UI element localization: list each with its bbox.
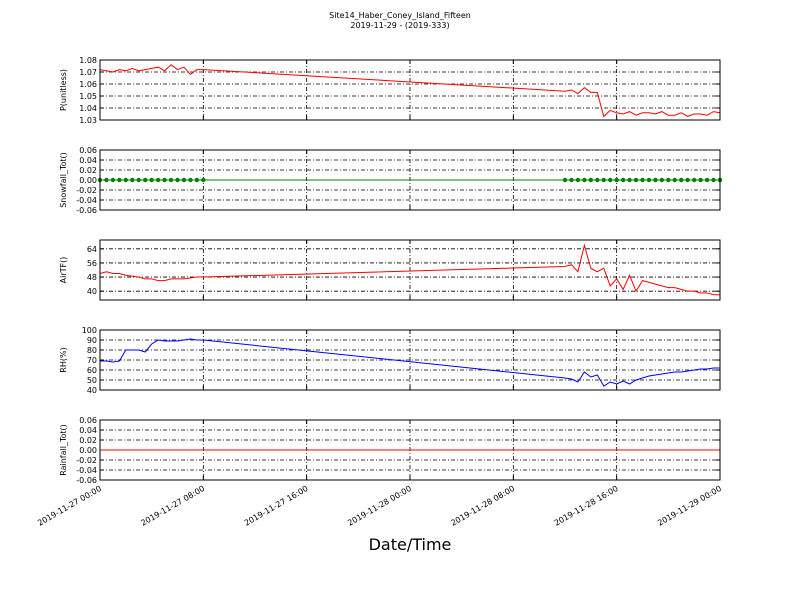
data-point bbox=[691, 177, 697, 183]
x-tick-label: 2019-11-27 08:00 bbox=[139, 484, 206, 528]
data-point bbox=[679, 177, 684, 183]
y-tick-label: 1.08 bbox=[79, 56, 97, 65]
y-tick-label: 80 bbox=[87, 346, 97, 355]
y-tick-label: 90 bbox=[87, 336, 97, 345]
y-tick-label: 1.04 bbox=[79, 104, 97, 113]
y-tick-label: 1.06 bbox=[79, 80, 97, 89]
y-tick-label: 0.00 bbox=[79, 176, 97, 185]
data-point bbox=[633, 177, 639, 183]
data-point bbox=[640, 177, 645, 183]
x-tick-label: 2019-11-27 00:00 bbox=[36, 484, 103, 528]
data-point bbox=[104, 177, 109, 183]
data-point bbox=[659, 177, 665, 183]
data-point bbox=[201, 177, 206, 183]
data-line bbox=[100, 338, 720, 387]
data-point bbox=[162, 177, 167, 183]
y-tick-label: 0.06 bbox=[79, 416, 97, 425]
data-point bbox=[110, 177, 116, 183]
plot-frame bbox=[99, 419, 721, 481]
y-tick-label: 0.02 bbox=[79, 436, 97, 445]
data-point bbox=[685, 177, 690, 183]
y-tick-label: 64 bbox=[87, 245, 97, 254]
y-tick-label: 70 bbox=[87, 356, 97, 365]
data-line bbox=[99, 243, 720, 296]
y-tick-label: 48 bbox=[87, 273, 97, 282]
data-point bbox=[666, 177, 671, 183]
y-tick-label: 1.07 bbox=[79, 68, 97, 77]
data-point bbox=[614, 177, 619, 183]
plot-frame bbox=[99, 239, 721, 301]
data-point bbox=[569, 177, 574, 183]
y-tick-label: 56 bbox=[87, 259, 97, 268]
y-tick-label: 0.04 bbox=[79, 156, 97, 165]
y-tick-label: 0.04 bbox=[79, 426, 97, 435]
data-point bbox=[143, 177, 148, 183]
y-tick-label: 1.05 bbox=[79, 92, 97, 101]
y-tick-label: -0.02 bbox=[76, 456, 97, 465]
plot-frame bbox=[99, 329, 721, 391]
data-point bbox=[123, 177, 129, 183]
data-point bbox=[181, 177, 187, 183]
y-axis-label: RH(%) bbox=[59, 347, 68, 372]
y-tick-label: -0.06 bbox=[76, 476, 97, 485]
plot-frame bbox=[99, 59, 721, 121]
x-tick-label: 2019-11-29 00:00 bbox=[656, 484, 723, 528]
x-axis-label: Date/Time bbox=[369, 535, 452, 554]
data-point bbox=[646, 177, 652, 183]
y-tick-label: 1.03 bbox=[79, 116, 97, 125]
y-axis-label: AirTF() bbox=[59, 257, 68, 284]
data-point bbox=[698, 177, 703, 183]
data-point bbox=[575, 177, 581, 183]
data-point bbox=[595, 177, 600, 183]
y-axis-label: Rainfall_Tot() bbox=[59, 424, 68, 476]
plot-frame bbox=[99, 149, 721, 211]
y-tick-label: 0.02 bbox=[79, 166, 97, 175]
data-point bbox=[582, 177, 587, 183]
data-point bbox=[672, 177, 677, 183]
data-point bbox=[130, 177, 135, 183]
x-tick-label: 2019-11-28 08:00 bbox=[449, 484, 516, 528]
y-tick-label: -0.04 bbox=[76, 196, 97, 205]
y-tick-label: -0.06 bbox=[76, 206, 97, 215]
y-tick-label: -0.04 bbox=[76, 466, 97, 475]
y-axis-label: P(unitless) bbox=[59, 69, 68, 111]
y-tick-label: 40 bbox=[87, 386, 97, 395]
x-tick-label: 2019-11-27 16:00 bbox=[243, 484, 310, 528]
y-tick-label: 0.06 bbox=[79, 146, 97, 155]
data-point bbox=[653, 177, 658, 183]
data-point bbox=[117, 177, 122, 183]
data-point bbox=[711, 177, 716, 183]
title: Site14_Haber_Coney_Island_Fifteen bbox=[329, 11, 471, 20]
data-point bbox=[608, 177, 613, 183]
data-point bbox=[155, 177, 161, 183]
data-point bbox=[168, 177, 174, 183]
data-point bbox=[175, 177, 180, 183]
data-point bbox=[149, 177, 154, 183]
y-tick-label: 100 bbox=[82, 326, 97, 335]
x-tick-label: 2019-11-28 00:00 bbox=[346, 484, 413, 528]
subtitle: 2019-11-29 - (2019-333) bbox=[350, 21, 449, 30]
data-point bbox=[562, 177, 568, 183]
y-tick-label: 60 bbox=[87, 366, 97, 375]
data-point bbox=[588, 177, 594, 183]
data-point bbox=[620, 177, 626, 183]
data-point bbox=[194, 177, 200, 183]
y-tick-label: -0.02 bbox=[76, 186, 97, 195]
data-point bbox=[627, 177, 632, 183]
y-tick-label: 40 bbox=[87, 287, 97, 296]
data-point bbox=[136, 177, 141, 183]
y-tick-label: 0.00 bbox=[79, 446, 97, 455]
data-line bbox=[99, 64, 721, 118]
data-point bbox=[188, 177, 193, 183]
data-point bbox=[601, 177, 606, 183]
y-tick-label: 50 bbox=[87, 376, 97, 385]
y-axis-label: Snowfall_Tot() bbox=[59, 152, 68, 208]
x-tick-label: 2019-11-28 16:00 bbox=[553, 484, 620, 528]
data-point bbox=[704, 177, 710, 183]
